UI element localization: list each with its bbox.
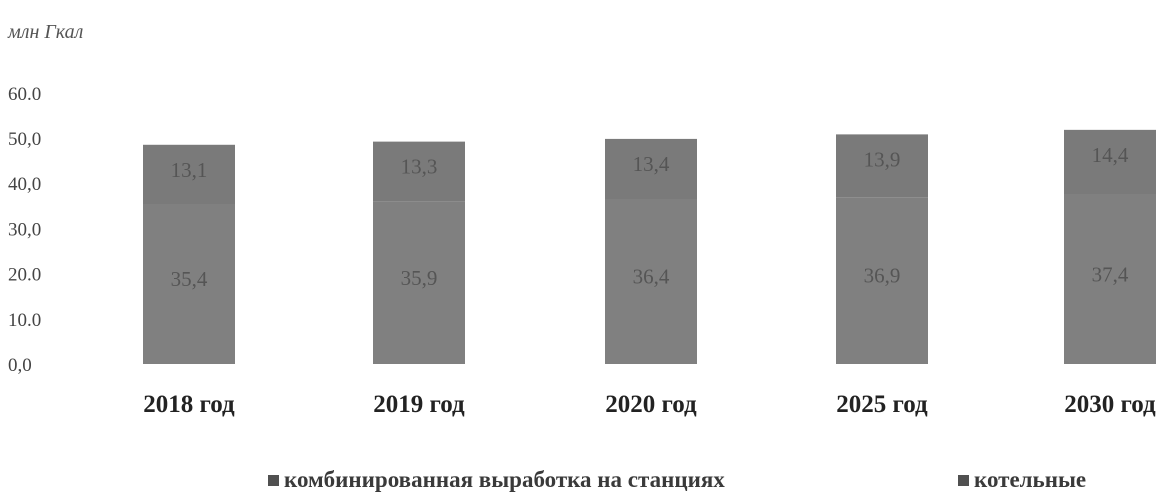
bars xyxy=(143,129,1156,364)
data-label: 36,9 xyxy=(864,264,901,288)
data-label: 13,3 xyxy=(401,155,438,179)
legend-swatch xyxy=(268,475,279,486)
x-tick-label: 2018 год xyxy=(143,391,235,418)
data-label: 37,4 xyxy=(1092,262,1129,286)
bar-segment xyxy=(1064,129,1156,195)
x-tick-label: 2030 год xyxy=(1064,391,1156,418)
data-label: 35,9 xyxy=(401,266,438,290)
data-label: 14,4 xyxy=(1092,143,1129,167)
bar-segment xyxy=(1064,194,1156,364)
bar-segment xyxy=(605,199,697,364)
y-tick-label: 20.0 xyxy=(8,265,41,286)
y-tick-label: 60.0 xyxy=(8,84,41,105)
data-labels: 35,4 13,1 35,9 13,3 36,4 13,4 36,9 13,9 37,4 14,4 xyxy=(171,143,1129,291)
legend-label: котельные xyxy=(974,467,1086,492)
bar-segment xyxy=(373,201,465,364)
legend-swatch xyxy=(958,475,969,486)
bar-segment xyxy=(373,141,465,202)
x-tick-label: 2025 год xyxy=(836,391,928,418)
bar-segment xyxy=(605,138,697,200)
bar-segment xyxy=(836,134,928,198)
bar-segment xyxy=(836,197,928,364)
data-label: 13,9 xyxy=(864,147,901,171)
x-tick-label: 2019 год xyxy=(373,391,465,418)
bar-segment xyxy=(143,144,235,204)
x-tick-label: 2020 год xyxy=(605,391,697,418)
data-label: 13,1 xyxy=(171,158,208,182)
y-tick-label: 0,0 xyxy=(8,355,32,376)
data-label: 36,4 xyxy=(633,265,670,289)
unit-label: млн Гкал xyxy=(7,21,84,43)
legend-label: комбинированная выработка на станциях xyxy=(284,467,725,492)
bar-segment xyxy=(143,203,235,364)
data-label: 13,4 xyxy=(633,152,670,176)
x-axis: 2018 год 2019 год 2020 год 2025 год 2030 год xyxy=(143,391,1156,418)
y-tick-label: 40,0 xyxy=(8,174,41,195)
data-label: 35,4 xyxy=(171,267,208,291)
legend: комбинированная выработка на станциях кот… xyxy=(268,467,1086,492)
y-tick-label: 30,0 xyxy=(8,219,41,240)
y-tick-label: 50,0 xyxy=(8,129,41,150)
y-tick-label: 10.0 xyxy=(8,310,41,331)
y-axis: 0,0 10.0 20.0 30,0 40,0 50,0 60.0 xyxy=(8,84,41,376)
